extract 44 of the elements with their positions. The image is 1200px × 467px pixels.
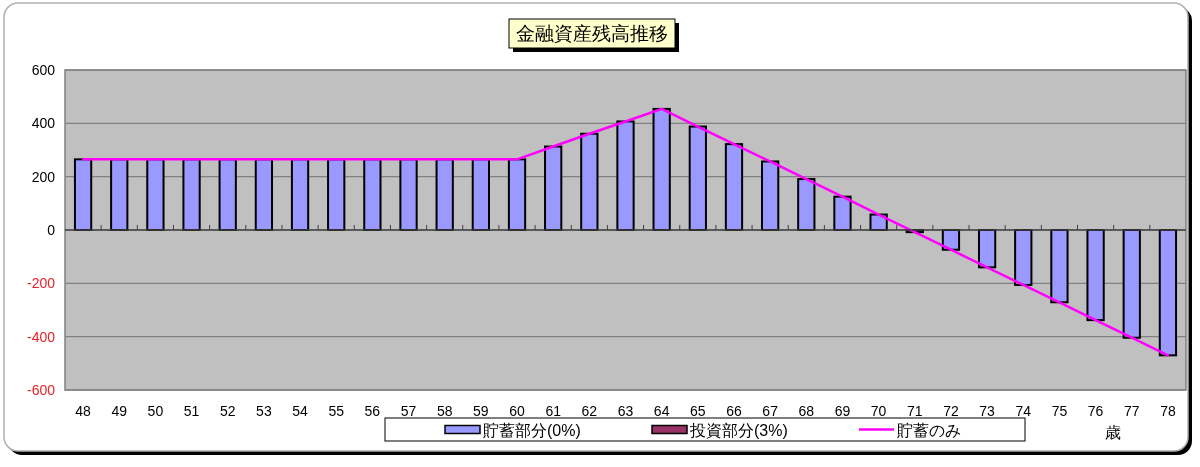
x-tick-label: 76: [1087, 403, 1104, 419]
x-tick-label: 50: [147, 403, 164, 419]
x-tick-label: 66: [726, 403, 742, 419]
y-tick-label: 200: [31, 168, 56, 185]
x-tick-label: 64: [653, 403, 670, 419]
y-tick-label: 0: [47, 222, 56, 238]
y-tick-label: -200: [26, 275, 56, 292]
x-tick-label: 61: [545, 403, 562, 419]
x-tick-label: 58: [436, 403, 453, 419]
x-tick-label: 54: [292, 403, 309, 419]
x-tick-label: 48: [75, 403, 92, 419]
x-tick-label: 72: [943, 403, 959, 419]
x-tick-label: 71: [907, 403, 923, 419]
x-tick-label: 60: [509, 403, 526, 419]
chart-title: 金融資産残高推移: [516, 23, 668, 44]
x-tick-label: 56: [364, 403, 381, 419]
x-tick-label: 70: [870, 403, 887, 419]
x-tick-label: 57: [400, 403, 417, 419]
legend-label: 貯蓄のみ: [897, 421, 961, 439]
x-tick-label: 75: [1051, 403, 1068, 419]
y-tick-label: 400: [31, 115, 56, 132]
x-tick-label: 63: [617, 403, 634, 419]
legend-label: 投資部分(3%): [689, 421, 788, 439]
x-tick-label: 55: [328, 403, 345, 419]
x-tick-label: 59: [473, 403, 489, 419]
x-tick-label: 51: [183, 403, 200, 419]
x-tick-label: 78: [1160, 403, 1176, 419]
x-tick-label: 73: [979, 403, 996, 419]
x-tick-label: 53: [256, 403, 272, 419]
title: 金融資産残高推移: [508, 18, 679, 52]
x-tick-label: 67: [762, 403, 779, 419]
x-tick-label: 68: [798, 403, 815, 419]
legend-label: 貯蓄部分(0%): [483, 421, 581, 439]
y-tick-label: -400: [26, 328, 56, 345]
y-tick-label: -600: [26, 382, 56, 398]
x-tick-label: 52: [219, 403, 236, 419]
x-tick-label: 74: [1015, 403, 1032, 419]
x-tick-label: 77: [1123, 403, 1140, 419]
x-tick-label: 65: [690, 403, 706, 419]
y-tick-label: 600: [31, 62, 56, 78]
x-axis-title: 歳: [1105, 424, 1121, 441]
x-tick-label: 62: [581, 403, 598, 419]
x-tick-label: 69: [834, 403, 851, 419]
x-tick-label: 49: [111, 403, 128, 419]
